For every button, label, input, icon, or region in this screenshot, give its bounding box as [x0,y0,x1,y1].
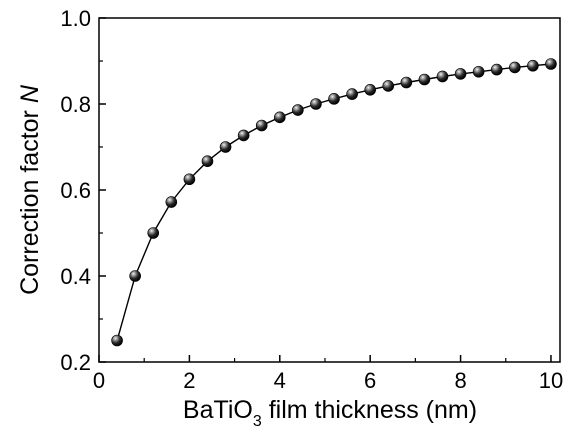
x-axis-label-prefix: BaTiO [183,396,253,424]
data-point [472,65,485,78]
y-axis-label-italic: N [16,84,44,103]
data-point [292,104,304,116]
y-tick-label: 0.6 [60,178,91,203]
data-point [255,119,268,132]
data-point [382,80,395,92]
series-line [116,63,552,341]
data-point [310,98,322,110]
x-tick-label: 0 [93,368,105,393]
y-tick-label: 0.4 [60,264,91,289]
x-tick-label: 4 [274,368,286,393]
data-point [346,88,358,100]
series-layer [111,58,557,347]
data-point [147,227,160,239]
data-point [219,141,232,153]
data-point [183,173,196,186]
data-point [527,59,539,72]
x-axis-label: BaTiO3 film thickness (nm) [183,396,477,430]
x-axis-ticks: 0 2 4 6 8 10 [93,355,563,393]
data-point [436,70,449,83]
x-tick-label: 8 [454,368,466,393]
data-point [418,73,431,86]
data-point [454,68,467,80]
data-point [129,270,141,282]
x-axis-label-subscript: 3 [253,413,262,430]
data-point [273,111,286,124]
data-point [545,58,557,70]
x-axis-label-suffix: film thickness (nm) [262,396,477,424]
y-tick-label: 1.0 [60,6,91,31]
data-point [111,334,123,347]
y-axis-label-prefix: Correction factor [16,103,44,295]
y-tick-label: 0.2 [60,350,91,375]
data-point [490,63,503,76]
y-tick-label: 0.8 [60,92,91,117]
plot-frame [98,17,561,363]
data-point [201,155,214,167]
data-point [509,61,521,74]
data-point [400,76,413,89]
data-point [165,196,178,208]
x-tick-label: 10 [539,368,563,393]
data-point [328,93,340,105]
x-tick-label: 2 [183,368,195,393]
data-point [237,129,250,142]
data-point [364,84,376,96]
y-axis-ticks: 0.2 0.4 0.6 0.8 1.0 [60,6,106,375]
y-axis-label: Correction factor N [16,84,44,295]
x-tick-label: 6 [364,368,376,393]
